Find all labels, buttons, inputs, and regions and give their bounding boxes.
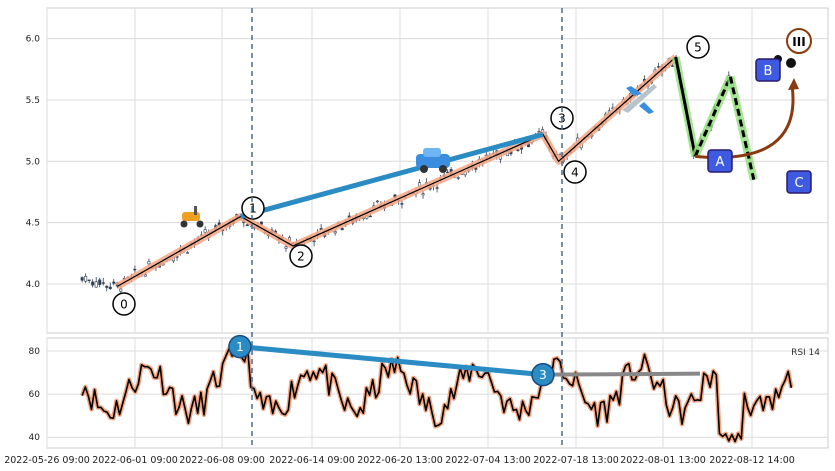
candle-body: [537, 130, 541, 133]
candle-body: [108, 286, 112, 290]
candle-body: [375, 200, 379, 203]
wave-box-B: [755, 58, 781, 82]
rsi-divergence-line: [239, 344, 544, 378]
candle-body: [186, 252, 190, 254]
wave-marker-5: [686, 35, 710, 59]
wave-box-label-C: C: [794, 176, 803, 191]
candle-body: [421, 193, 425, 196]
correction-leg: [728, 76, 756, 181]
wave-marker-label-1: 1: [249, 202, 257, 216]
price-panel: [46, 7, 829, 334]
rsi-y-tick: 40: [29, 433, 41, 443]
wave-marker-0: [112, 292, 136, 316]
candle-body: [133, 268, 137, 271]
wave-marker-1: [241, 196, 265, 220]
rsi-flat-line: [542, 371, 701, 377]
candle-body: [80, 277, 84, 281]
candle-body: [84, 275, 88, 282]
wave-box-C: [786, 170, 812, 194]
airplane-icon: [622, 84, 657, 114]
wave-markers: 012345ABCIII: [112, 28, 812, 316]
rsi-y-tick-labels: 40 60 80: [29, 347, 41, 443]
x-tick-label: 2022-06-14 09:00: [269, 455, 355, 466]
candle-body: [94, 281, 98, 288]
candle-body: [319, 228, 323, 230]
x-tick-label: 2022-05-26 09:00: [4, 455, 90, 466]
rsi-marker-label-1: 1: [236, 340, 244, 354]
wave-marker-label-5: 5: [694, 41, 702, 55]
candle-body: [368, 215, 372, 218]
candle-body: [119, 288, 123, 292]
x-tick-label: 2022-07-18 13:00: [533, 455, 619, 466]
trend-line: [240, 131, 544, 219]
candle-body: [456, 177, 460, 179]
wave-marker-label-4: 4: [571, 166, 579, 180]
candle-body: [91, 281, 95, 286]
x-tick-label: 2022-08-01 13:00: [620, 455, 706, 466]
wave-box-label-B: B: [764, 64, 773, 79]
wave-marker-III: [786, 28, 812, 54]
candle-body: [98, 279, 102, 285]
rsi-panel: [46, 337, 829, 449]
candle-body: [245, 224, 249, 227]
wave-marker-2: [289, 244, 313, 268]
icons: [180, 84, 657, 228]
wave-box-label-A: A: [716, 155, 725, 170]
wave-lines: [115, 54, 799, 290]
rsi-marker-label-3: 3: [539, 368, 547, 382]
rsi-marker-1: [228, 334, 252, 359]
wave-marker-4: [563, 160, 587, 184]
candle-body: [87, 279, 91, 282]
x-tick-label: 2022-07-04 13:00: [445, 455, 531, 466]
impulse-wave-line: [116, 56, 677, 287]
rsi-y-tick: 80: [29, 347, 41, 357]
wave-box-A: [707, 149, 733, 173]
price-y-tick-labels: 4.0 4.5 5.0 5.5 6.0: [26, 35, 41, 290]
candle-body: [101, 282, 105, 284]
candle-body: [400, 203, 404, 205]
wave-marker-label-III: III: [792, 35, 805, 49]
rsi-lines: 13: [79, 334, 794, 444]
x-tick-label: 2022-06-08 09:00: [179, 455, 265, 466]
rsi-line: [81, 347, 793, 443]
wave-marker-label-2: 2: [297, 250, 305, 264]
candle-body: [284, 246, 288, 249]
candle-body: [333, 231, 337, 234]
candle-body: [105, 285, 109, 288]
price-y-tick: 4.5: [26, 219, 40, 229]
candle-body: [143, 274, 147, 277]
price-y-tick: 5.0: [26, 157, 41, 167]
correction-leg: [674, 56, 697, 157]
candle-body: [446, 171, 450, 174]
rsi-y-tick: 60: [29, 390, 41, 400]
price-y-tick: 4.0: [26, 280, 41, 290]
projection-arrowhead: [788, 78, 799, 90]
scooter-icon: [180, 206, 204, 228]
candle-body: [112, 281, 116, 284]
candle-body: [340, 228, 344, 231]
wave-marker-label-0: 0: [120, 298, 128, 312]
candle-body: [435, 187, 439, 189]
x-tick-label: 2022-06-01 09:00: [92, 455, 178, 466]
candle-body: [312, 240, 316, 243]
candle-body: [147, 261, 151, 265]
x-tick-label: 2022-06-20 13:00: [357, 455, 443, 466]
x-tick-label: 2022-08-12 14:00: [709, 455, 795, 466]
rsi-marker-3: [531, 362, 555, 387]
price-y-tick: 5.5: [26, 96, 40, 106]
price-y-tick: 6.0: [26, 35, 41, 45]
x-tick-labels: 2022-05-26 09:00 2022-06-01 09:00 2022-06-…: [4, 455, 795, 466]
correction-leg: [693, 76, 732, 158]
candle-body: [203, 229, 207, 233]
candle-body: [516, 149, 520, 151]
rsi-legend: RSI 14: [791, 348, 820, 358]
car-icon: [416, 148, 450, 173]
target-dot: [786, 58, 796, 68]
